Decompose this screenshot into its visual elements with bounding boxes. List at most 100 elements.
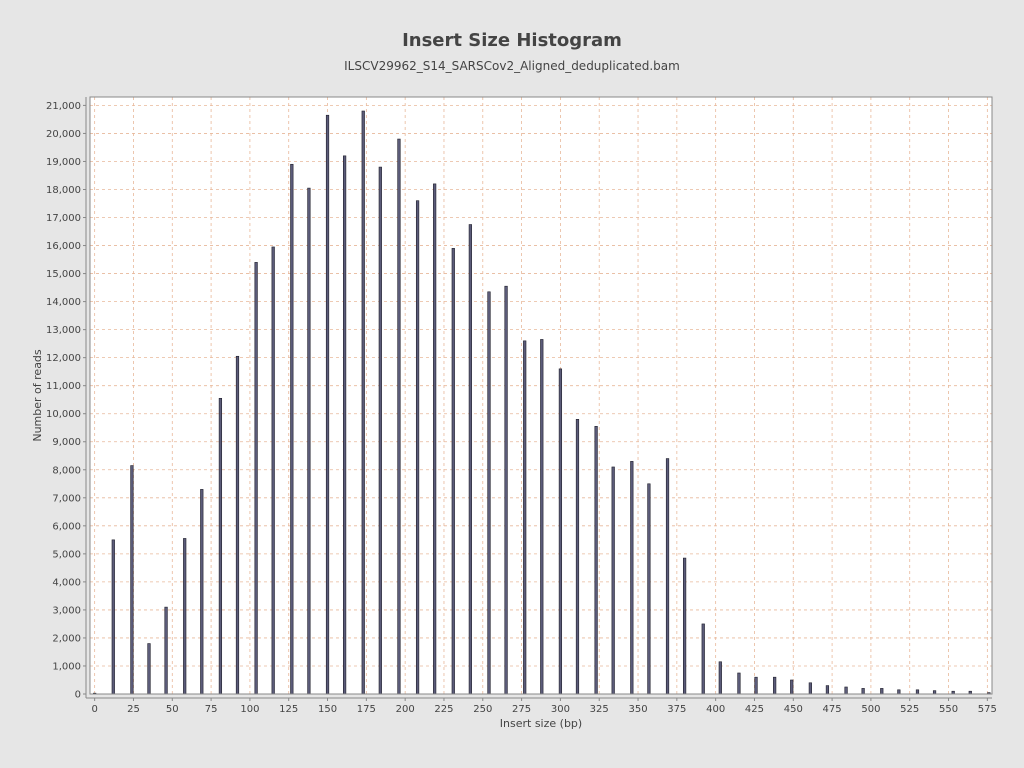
histogram-bar — [825, 685, 830, 695]
histogram-bar — [844, 686, 848, 695]
x-tick-label: 375 — [667, 704, 686, 715]
histogram-bar — [218, 397, 223, 695]
y-tick-label: 12,000 — [46, 353, 81, 364]
y-tick-label: 16,000 — [46, 241, 81, 252]
y-tick-label: 19,000 — [46, 157, 81, 168]
y-tick-label: 14,000 — [46, 297, 81, 308]
x-tick-label: 50 — [166, 704, 179, 715]
x-tick-label: 275 — [512, 704, 531, 715]
histogram-bar — [897, 689, 901, 695]
histogram-bar — [235, 355, 240, 695]
x-tick-label: 250 — [473, 704, 492, 715]
histogram-bar — [325, 114, 330, 695]
histogram-bar — [701, 623, 705, 695]
histogram-bar — [754, 676, 758, 695]
histogram-bar — [932, 690, 937, 695]
x-tick-label: 525 — [900, 704, 919, 715]
histogram-bar — [915, 689, 920, 695]
histogram-bar — [808, 682, 812, 695]
histogram-bar — [164, 606, 168, 695]
y-tick-label: 15,000 — [46, 269, 81, 280]
x-tick-label: 325 — [590, 704, 609, 715]
histogram-bar — [254, 262, 258, 695]
histogram-bar — [361, 110, 365, 695]
histogram-bar — [575, 419, 580, 695]
histogram-bar — [718, 661, 722, 695]
y-tick-label: 11,000 — [46, 381, 81, 392]
x-tick-label: 575 — [978, 704, 997, 715]
y-tick-label: 9,000 — [52, 437, 81, 448]
chart-title: Insert Size Histogram — [402, 30, 622, 51]
x-axis-label: Insert size (bp) — [500, 717, 582, 730]
histogram-bar — [271, 246, 275, 695]
histogram-bar — [523, 340, 527, 695]
y-tick-label: 6,000 — [52, 521, 81, 532]
histogram-bar — [147, 643, 151, 695]
x-tick-label: 0 — [91, 704, 97, 715]
histogram-bar — [773, 676, 777, 695]
chart-subtitle: ILSCV29962_S14_SARSCov2_Aligned_deduplic… — [344, 59, 680, 73]
plot-frame — [89, 96, 993, 695]
histogram-bar — [111, 539, 115, 695]
x-tick-label: 25 — [127, 704, 140, 715]
histogram-bar — [468, 224, 472, 695]
axes — [85, 96, 993, 699]
histogram-bar — [397, 138, 401, 695]
histogram-bar — [861, 688, 865, 695]
x-tick-label: 500 — [861, 704, 880, 715]
histogram-bar — [683, 557, 687, 695]
x-tick-label: 475 — [823, 704, 842, 715]
x-tick-label: 225 — [434, 704, 453, 715]
histogram-bar — [665, 458, 670, 695]
y-tick-label: 8,000 — [52, 465, 81, 476]
y-tick-label: 5,000 — [52, 549, 81, 560]
histogram-bar — [415, 200, 420, 695]
y-tick-label: 2,000 — [52, 633, 81, 644]
x-tick-label: 450 — [784, 704, 803, 715]
histogram-bar — [504, 285, 508, 695]
histogram-bar — [200, 489, 204, 695]
histogram-bar — [451, 248, 455, 695]
tick-labels: 0 1,000 2,000 3,000 4,000 5,000 6,000 7,000 8,00… — [46, 101, 997, 715]
y-tick-label: 17,000 — [46, 213, 81, 224]
x-tick-label: 100 — [240, 704, 259, 715]
histogram-bar — [307, 187, 311, 695]
x-tick-label: 75 — [205, 704, 218, 715]
histogram-bar — [540, 339, 544, 695]
x-tick-label: 425 — [745, 704, 764, 715]
histogram-bar — [737, 672, 741, 695]
y-tick-label: 10,000 — [46, 409, 81, 420]
histogram-bar — [790, 679, 794, 695]
y-axis-label: Number of reads — [31, 349, 44, 442]
y-tick-label: 21,000 — [46, 101, 81, 112]
histogram-bar — [487, 291, 491, 695]
y-tick-label: 20,000 — [46, 129, 81, 140]
x-tick-label: 150 — [318, 704, 337, 715]
bars — [93, 110, 991, 695]
x-tick-label: 300 — [551, 704, 570, 715]
histogram-bar — [343, 155, 347, 695]
histogram-bar — [880, 688, 884, 695]
y-tick-label: 7,000 — [52, 493, 81, 504]
histogram-bar — [290, 163, 294, 695]
histogram-bar — [647, 483, 651, 695]
histogram-bar — [433, 183, 437, 695]
y-tick-label: 18,000 — [46, 185, 81, 196]
y-tick-label: 0 — [75, 690, 81, 701]
histogram-bar — [630, 461, 634, 695]
y-tick-label: 4,000 — [52, 577, 81, 588]
x-tick-label: 350 — [628, 704, 647, 715]
y-tick-label: 13,000 — [46, 325, 81, 336]
histogram-bar — [594, 426, 598, 695]
histogram-bar — [611, 466, 615, 695]
x-tick-label: 200 — [396, 704, 415, 715]
x-tick-label: 175 — [357, 704, 376, 715]
histogram-bar — [558, 368, 563, 695]
y-tick-label: 1,000 — [52, 661, 81, 672]
x-tick-label: 550 — [939, 704, 958, 715]
y-tick-label: 3,000 — [52, 605, 81, 616]
histogram-bar — [130, 465, 134, 695]
histogram-bar — [378, 166, 382, 695]
